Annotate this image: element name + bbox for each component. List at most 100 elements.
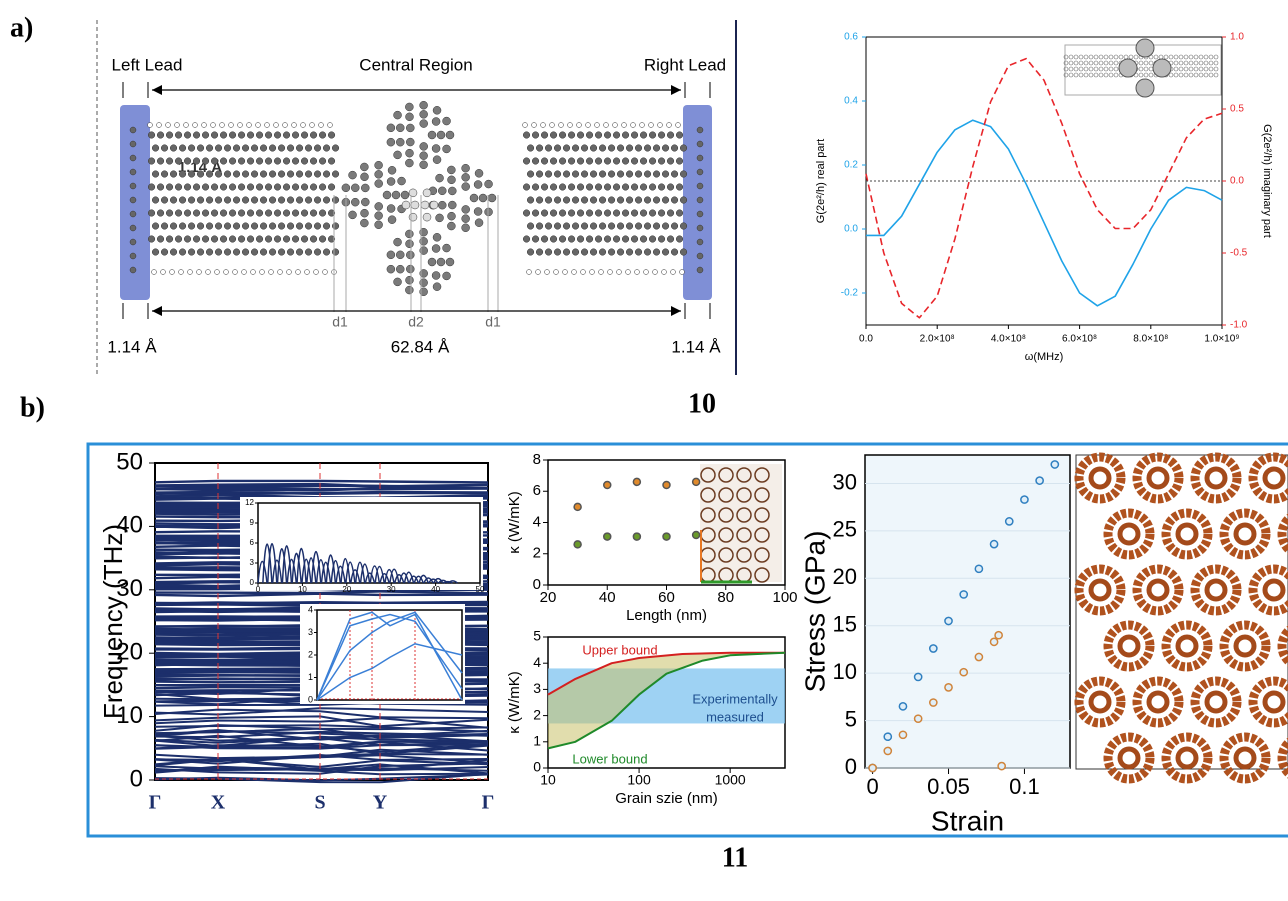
atom xyxy=(318,209,327,217)
atom xyxy=(1093,66,1099,72)
data-point xyxy=(989,637,999,647)
atom xyxy=(264,209,273,217)
cage xyxy=(700,487,716,503)
atom xyxy=(374,211,383,220)
atom xyxy=(205,196,214,204)
atom xyxy=(313,222,322,230)
atom xyxy=(129,182,137,190)
atom xyxy=(1198,66,1204,72)
atom xyxy=(535,196,544,204)
atom xyxy=(300,235,309,243)
atom xyxy=(648,183,657,191)
atom xyxy=(580,248,589,256)
x-tick-label: 0.05 xyxy=(927,774,970,799)
atom xyxy=(639,131,648,139)
atom xyxy=(1193,54,1199,60)
atom xyxy=(648,209,657,217)
atom xyxy=(576,183,585,191)
cage xyxy=(1233,746,1257,770)
atom xyxy=(160,248,169,256)
cage xyxy=(1204,466,1228,490)
cage xyxy=(1161,620,1213,672)
atom xyxy=(295,222,304,230)
atom xyxy=(309,122,315,128)
atom xyxy=(1143,72,1149,78)
atom xyxy=(580,269,586,275)
atom xyxy=(1143,66,1149,72)
atom xyxy=(427,130,437,140)
atom xyxy=(562,269,568,275)
cage xyxy=(1161,732,1213,784)
x-tick-label: 80 xyxy=(717,589,734,606)
atom xyxy=(666,122,672,128)
x-tick-label: 20 xyxy=(540,589,557,606)
atom xyxy=(165,157,174,165)
atom xyxy=(210,235,219,243)
dos-peak xyxy=(301,558,312,584)
atom xyxy=(634,196,643,204)
atom xyxy=(210,157,219,165)
atom xyxy=(553,248,562,256)
lead xyxy=(683,105,712,300)
atom xyxy=(1083,60,1089,66)
atom xyxy=(1173,60,1179,66)
atom xyxy=(151,269,157,275)
x-tick-label: 40 xyxy=(431,585,440,594)
atom xyxy=(129,140,137,148)
atom xyxy=(657,183,666,191)
x-tick-label: S xyxy=(314,792,325,814)
atom xyxy=(237,157,246,165)
atom xyxy=(643,196,652,204)
atom xyxy=(351,197,360,207)
atom xyxy=(273,157,282,165)
atom xyxy=(309,131,318,139)
atom xyxy=(348,170,357,180)
cage xyxy=(736,487,752,503)
atom xyxy=(666,209,675,217)
cage xyxy=(1132,564,1184,616)
x-tick-label: 40 xyxy=(599,589,616,606)
atom xyxy=(422,212,432,222)
cage xyxy=(700,467,716,483)
atom xyxy=(461,173,470,182)
atom xyxy=(322,269,328,275)
label: d1 xyxy=(485,314,501,330)
atom xyxy=(223,144,232,152)
atom xyxy=(174,122,180,128)
atom xyxy=(1213,66,1219,72)
atom xyxy=(286,269,292,275)
atom xyxy=(448,200,457,210)
atom xyxy=(277,248,286,256)
atom xyxy=(205,248,214,256)
atom xyxy=(522,183,531,191)
atom xyxy=(522,235,531,243)
atom xyxy=(544,222,553,230)
data-point xyxy=(573,540,582,549)
atom xyxy=(643,170,652,178)
y-tick-label: 3 xyxy=(308,627,313,637)
y-tick-label: 10 xyxy=(833,659,857,684)
atom xyxy=(304,269,310,275)
cage xyxy=(718,507,734,523)
atom xyxy=(549,122,555,128)
atom xyxy=(1078,54,1084,60)
atom xyxy=(1068,66,1074,72)
atom xyxy=(661,196,670,204)
atom xyxy=(1098,60,1104,66)
atom xyxy=(386,264,396,274)
atom xyxy=(558,131,567,139)
atom xyxy=(607,196,616,204)
atom xyxy=(304,196,313,204)
atom xyxy=(129,168,137,176)
atom xyxy=(405,102,414,112)
x-tick-label: 6.0×10⁸ xyxy=(1062,334,1097,345)
dos-peak xyxy=(262,543,273,584)
atom xyxy=(250,170,259,178)
atom xyxy=(675,235,684,243)
atom xyxy=(474,169,484,178)
atom xyxy=(1108,66,1114,72)
atom xyxy=(1093,54,1099,60)
data-point xyxy=(959,590,969,599)
atom xyxy=(419,278,428,287)
